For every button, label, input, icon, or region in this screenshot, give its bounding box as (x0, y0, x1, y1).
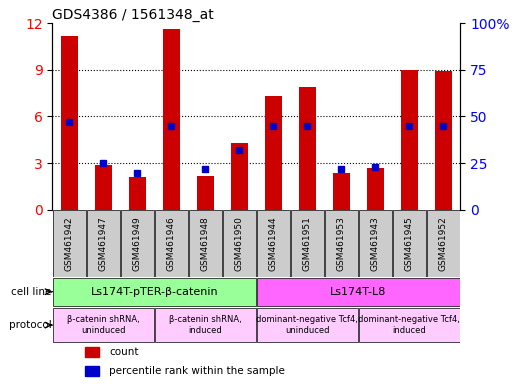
FancyBboxPatch shape (427, 210, 460, 277)
FancyBboxPatch shape (155, 308, 256, 343)
Text: GSM461948: GSM461948 (201, 216, 210, 271)
Bar (435, 71, 452, 210)
Bar (197, 175, 214, 210)
FancyBboxPatch shape (325, 210, 358, 277)
Text: Ls174T-pTER-β-catenin: Ls174T-pTER-β-catenin (90, 287, 218, 297)
FancyBboxPatch shape (53, 308, 154, 343)
Text: β-catenin shRNA,
induced: β-catenin shRNA, induced (169, 315, 242, 335)
FancyBboxPatch shape (257, 210, 290, 277)
FancyBboxPatch shape (359, 308, 460, 343)
Text: GSM461946: GSM461946 (167, 216, 176, 271)
FancyBboxPatch shape (189, 210, 222, 277)
Text: count: count (109, 347, 139, 357)
Text: GDS4386 / 1561348_at: GDS4386 / 1561348_at (52, 8, 214, 22)
Bar (265, 96, 282, 210)
FancyBboxPatch shape (155, 210, 188, 277)
Text: dominant-negative Tcf4,
uninduced: dominant-negative Tcf4, uninduced (256, 315, 358, 335)
Text: GSM461944: GSM461944 (269, 216, 278, 271)
Bar (299, 87, 316, 210)
Text: Ls174T-L8: Ls174T-L8 (330, 287, 386, 297)
Bar (85, 347, 99, 358)
Bar (231, 143, 248, 210)
FancyBboxPatch shape (393, 210, 426, 277)
Bar (401, 70, 418, 210)
Text: GSM461943: GSM461943 (371, 216, 380, 271)
Bar (61, 35, 78, 210)
FancyBboxPatch shape (223, 210, 256, 277)
FancyBboxPatch shape (53, 210, 86, 277)
Text: protocol: protocol (9, 320, 52, 330)
Bar (367, 168, 384, 210)
Text: cell line: cell line (12, 287, 52, 297)
Bar (95, 165, 112, 210)
Text: GSM461945: GSM461945 (405, 216, 414, 271)
FancyBboxPatch shape (121, 210, 154, 277)
FancyBboxPatch shape (53, 278, 256, 306)
Bar (129, 177, 146, 210)
Bar (333, 172, 350, 210)
Text: GSM461942: GSM461942 (65, 216, 74, 271)
Text: GSM461947: GSM461947 (99, 216, 108, 271)
Text: GSM461953: GSM461953 (337, 216, 346, 271)
Bar (85, 366, 99, 376)
Bar (163, 29, 180, 210)
FancyBboxPatch shape (359, 210, 392, 277)
FancyBboxPatch shape (257, 278, 460, 306)
Text: GSM461949: GSM461949 (133, 216, 142, 271)
FancyBboxPatch shape (257, 308, 358, 343)
Text: GSM461951: GSM461951 (303, 216, 312, 271)
Text: GSM461952: GSM461952 (439, 216, 448, 271)
FancyBboxPatch shape (87, 210, 120, 277)
Text: percentile rank within the sample: percentile rank within the sample (109, 366, 285, 376)
FancyBboxPatch shape (291, 210, 324, 277)
Text: dominant-negative Tcf4,
induced: dominant-negative Tcf4, induced (358, 315, 460, 335)
Text: GSM461950: GSM461950 (235, 216, 244, 271)
Text: β-catenin shRNA,
uninduced: β-catenin shRNA, uninduced (67, 315, 140, 335)
